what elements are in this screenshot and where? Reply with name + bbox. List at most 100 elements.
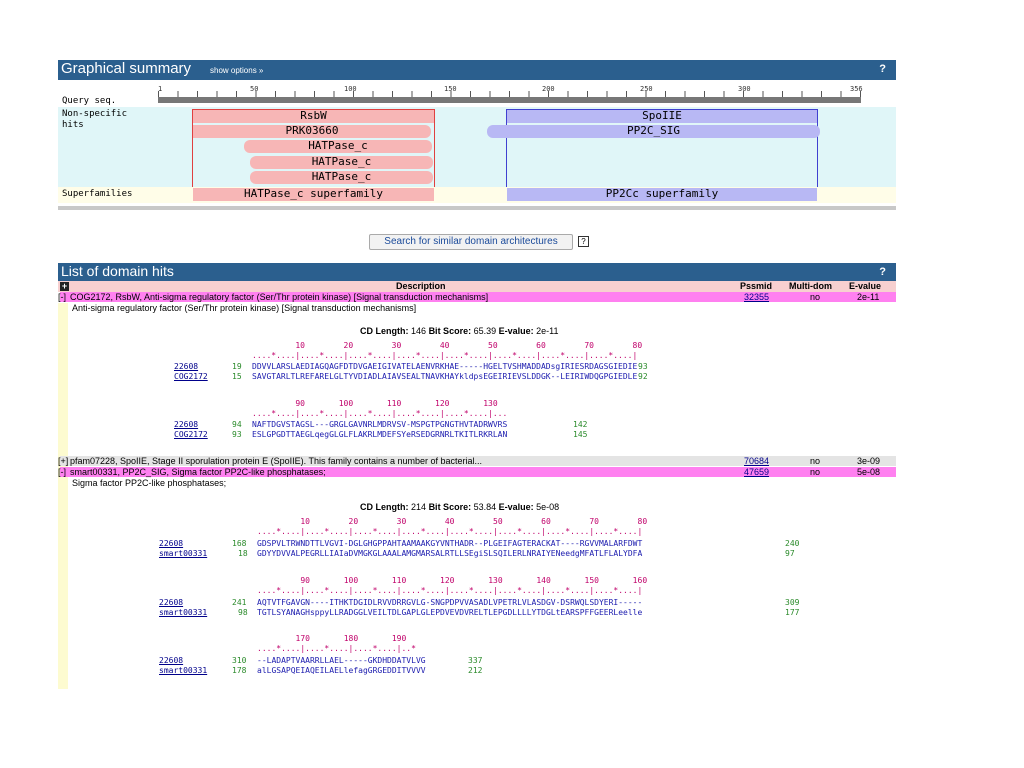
query-link[interactable]: 22608 [159, 539, 184, 548]
column-multidom[interactable]: Multi-dom [789, 281, 832, 291]
evalue-value: 2e-11 [857, 292, 880, 302]
graphical-summary-panel: 1 50 100 150 200 250 300 356 Query seq. … [58, 80, 896, 210]
column-pssmid[interactable]: Pssmid [740, 281, 773, 291]
subject-end: 97 [785, 549, 795, 558]
alignment-numbers: 10 20 30 40 50 60 70 80 [257, 517, 648, 526]
help-icon[interactable]: ? [879, 63, 886, 75]
pssmid-link[interactable]: 47659 [744, 467, 770, 477]
query-link[interactable]: 22608 [174, 362, 199, 371]
evalue-value: 3e-09 [857, 456, 881, 466]
subject-start: 18 [238, 549, 248, 558]
domain-hits-title: List of domain hits [61, 263, 174, 279]
row-description: pfam07228, SpoIIE, Stage II sporulation … [70, 456, 483, 466]
left-gutter [58, 303, 68, 689]
subject-link[interactable]: smart00331 [159, 608, 208, 617]
show-options-link[interactable]: show options » [210, 66, 264, 75]
pssmid-link[interactable]: 32355 [744, 292, 770, 302]
alignment-ruler: ....*....|....*....|....*....|....*....|… [257, 527, 643, 536]
query-sequence: --LADAPTVAARRLLAEL-----GKDHDDATVLVG [257, 656, 426, 665]
subject-sequence: GDYYDVVALPEGRLLIAIaDVMGKGLAAALAMGMARSALR… [257, 549, 643, 558]
query-seq-label: Query seq. [62, 96, 117, 106]
query-start: 241 [232, 598, 247, 607]
subject-end: 177 [785, 608, 800, 617]
graphical-summary-header: Graphical summary show options » ? [58, 60, 896, 80]
superfamily-hatpase[interactable]: HATPase_c superfamily [193, 188, 434, 201]
evalue-value: 5e-08 [536, 502, 560, 512]
subject-link[interactable]: smart00331 [159, 666, 208, 675]
cd-length-label: CD Length: [360, 326, 409, 336]
toggle-collapse[interactable]: [-] [58, 467, 66, 477]
toggle-expand[interactable]: [+] [58, 456, 69, 466]
cd-length-value: 146 [411, 326, 427, 336]
column-evalue[interactable]: E-value [849, 281, 882, 291]
subject-link[interactable]: smart00331 [159, 549, 208, 558]
row-subdescription: Sigma factor PP2C-like phosphatases; [72, 478, 227, 488]
table-row[interactable]: [-] smart00331, PP2C_SIG, Sigma factor P… [58, 467, 896, 477]
ruler-tick: 150 [444, 85, 457, 93]
evalue-value: 5e-08 [857, 467, 881, 477]
superfamily-pp2cc[interactable]: PP2Cc superfamily [507, 188, 817, 201]
subject-end: 92 [638, 372, 648, 381]
table-header: + Description Pssmid Multi-dom E-value [58, 281, 896, 292]
cd-length-label: CD Length: [360, 502, 409, 512]
help-icon[interactable]: ? [879, 266, 886, 278]
help-icon[interactable]: ? [578, 236, 589, 247]
table-row[interactable]: [-] COG2172, RsbW, Anti-sigma regulatory… [58, 292, 896, 302]
expand-all-icon[interactable]: + [60, 281, 69, 291]
subject-sequence: SAVGTARLTLREFARELGLTYVDIADLAIAVSEALTNAVK… [252, 372, 638, 381]
ruler-tick: 1 [158, 85, 163, 93]
column-description[interactable]: Description [396, 281, 446, 291]
query-end: 142 [573, 420, 588, 429]
bit-score-label: Bit Score: [428, 502, 472, 512]
query-start: 19 [232, 362, 242, 371]
query-link[interactable]: 22608 [159, 598, 184, 607]
hit-rsbw[interactable]: RsbW [193, 110, 434, 123]
bit-score-label: Bit Score: [428, 326, 472, 336]
alignment-stats: CD Length: 146 Bit Score: 65.39 E-value:… [360, 326, 559, 336]
query-sequence: GDSPVLTRWNDTTLVGVI-DGLGHGPPAHTAAMAAKGYVN… [257, 539, 643, 548]
pssmid-link[interactable]: 70684 [744, 456, 770, 466]
alignment-ruler: ....*....|....*....|....*....|....*....|… [252, 351, 638, 360]
hit-spoiie[interactable]: SpoIIE [507, 110, 817, 123]
hit-pp2c-sig[interactable]: PP2C_SIG [487, 125, 820, 138]
nonspecific-label: Non-specific [62, 109, 128, 119]
query-end: 93 [638, 362, 648, 371]
superfamilies-label: Superfamilies [62, 189, 133, 199]
toggle-collapse[interactable]: [-] [58, 292, 66, 302]
query-end: 309 [785, 598, 800, 607]
subject-start: 15 [232, 372, 242, 381]
query-sequence: AQTVTFGAVGN----ITHKTDGIDLRVVDRRGVLG-SNGP… [257, 598, 643, 607]
query-start: 310 [232, 656, 247, 665]
row-subdescription: Anti-sigma regulatory factor (Ser/Thr pr… [72, 303, 417, 313]
evalue-value: 2e-11 [536, 326, 559, 336]
hit-hatpase-c-2[interactable]: HATPase_c [250, 156, 433, 169]
query-link[interactable]: 22608 [159, 656, 184, 665]
table-row[interactable]: [+] pfam07228, SpoIIE, Stage II sporulat… [58, 456, 896, 466]
ruler-tick: 50 [250, 85, 259, 93]
query-link[interactable]: 22608 [174, 420, 199, 429]
subject-start: 178 [232, 666, 247, 675]
evalue-label: E-value: [498, 326, 534, 336]
domain-hits-header: List of domain hits ? [58, 263, 896, 281]
query-seq-bar[interactable] [158, 97, 861, 103]
search-similar-architectures-button[interactable]: Search for similar domain architectures [369, 234, 573, 250]
subject-sequence: TGTLSYANAGHsppyLLRADGGLVEILTDLGAPLGLEPDV… [257, 608, 643, 617]
subject-start: 93 [232, 430, 242, 439]
alignment-ruler: ....*....|....*....|....*....|....*....|… [252, 409, 508, 418]
query-sequence: DDVVLARSLAEDIAGQAGFDTDVGAEIGIVATELAENVRK… [252, 362, 638, 371]
hit-prk03660[interactable]: PRK03660 [193, 125, 431, 138]
subject-start: 98 [238, 608, 248, 617]
bit-score-value: 53.84 [473, 502, 497, 512]
hit-hatpase-c-1[interactable]: HATPase_c [244, 140, 432, 153]
ruler-tick: 100 [344, 85, 357, 93]
ruler-tick: 356 [850, 85, 863, 93]
query-sequence: NAFTDGVSTAGSL---GRGLGAVNRLMDRVSV-MSPGTPG… [252, 420, 508, 429]
subject-end: 212 [468, 666, 483, 675]
alignment-ruler: ....*....|....*....|....*....|..* [257, 644, 416, 653]
alignment-numbers: 170 180 190 [257, 634, 407, 643]
hits-label: hits [62, 120, 84, 130]
subject-link[interactable]: COG2172 [174, 430, 208, 439]
hit-hatpase-c-3[interactable]: HATPase_c [250, 171, 433, 184]
multidom-value: no [810, 292, 821, 302]
subject-link[interactable]: COG2172 [174, 372, 208, 381]
